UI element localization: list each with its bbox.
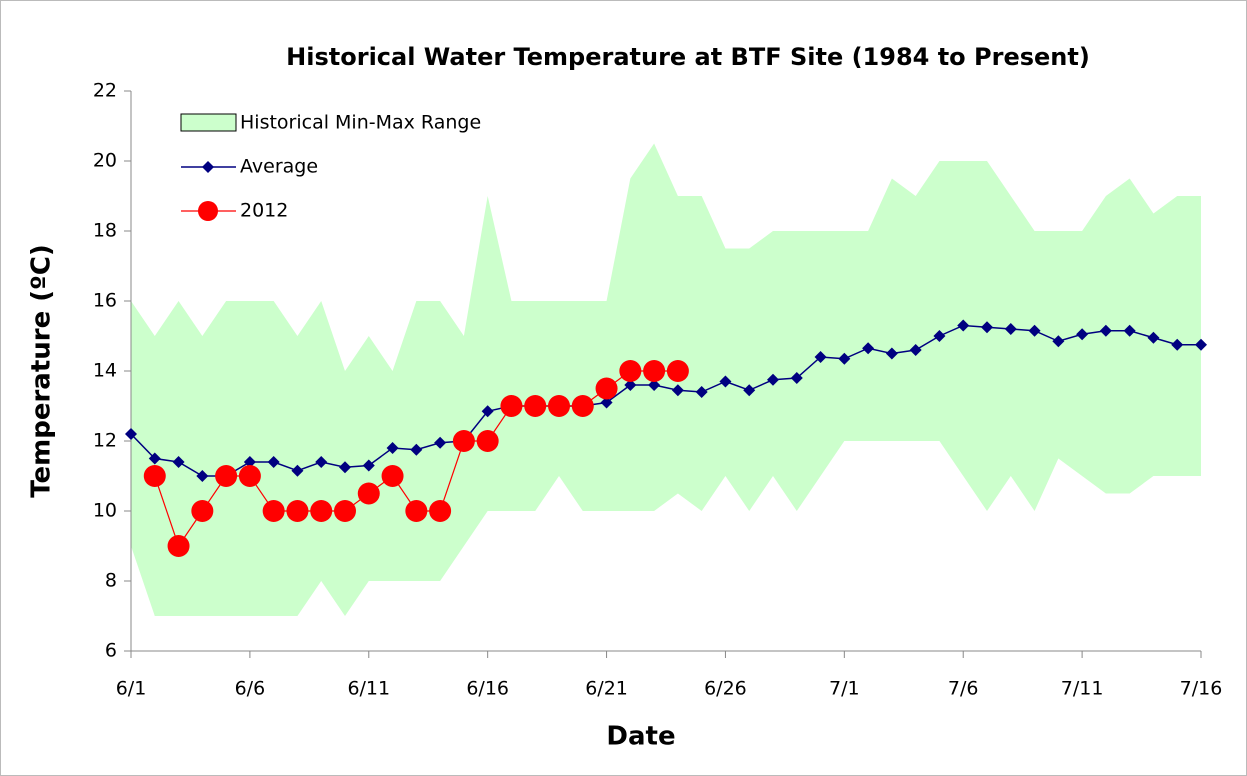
year-marker bbox=[452, 430, 475, 452]
y-tick-label: 12 bbox=[93, 430, 117, 452]
average-marker bbox=[172, 456, 185, 468]
average-marker bbox=[1076, 328, 1089, 341]
x-tick-label: 6/26 bbox=[704, 678, 747, 700]
y-tick-label: 10 bbox=[93, 500, 117, 522]
average-marker bbox=[743, 384, 756, 397]
year-marker bbox=[310, 500, 333, 522]
x-tick-label: 7/6 bbox=[948, 678, 979, 700]
x-tick-label: 6/16 bbox=[466, 678, 509, 700]
average-marker bbox=[933, 330, 946, 342]
average-marker bbox=[267, 456, 280, 468]
legend-swatch bbox=[202, 161, 214, 173]
year-marker bbox=[286, 500, 309, 522]
y-tick-label: 6 bbox=[105, 640, 117, 662]
year-marker bbox=[548, 395, 570, 417]
y-axis-title: Temperature (ºC) bbox=[27, 244, 57, 498]
average-marker bbox=[981, 321, 993, 334]
average-marker bbox=[790, 372, 803, 384]
x-axis-title: Date bbox=[606, 722, 675, 752]
y-tick-label: 8 bbox=[105, 570, 117, 592]
average-marker bbox=[838, 352, 851, 365]
year-marker bbox=[334, 500, 356, 522]
chart-title: Historical Water Temperature at BTF Site… bbox=[286, 43, 1090, 71]
legend-label: Historical Min-Max Range bbox=[240, 112, 481, 134]
average-marker bbox=[196, 470, 209, 482]
average-marker bbox=[291, 464, 304, 477]
average-marker bbox=[648, 379, 661, 391]
average-marker bbox=[315, 456, 328, 468]
average-marker bbox=[1028, 324, 1041, 337]
average-marker bbox=[1004, 323, 1017, 335]
x-tick-label: 6/6 bbox=[235, 678, 266, 700]
y-tick-label: 14 bbox=[93, 360, 117, 382]
year-marker bbox=[595, 377, 618, 400]
year-marker bbox=[619, 360, 642, 382]
average-marker bbox=[148, 452, 161, 465]
legend-swatch bbox=[180, 113, 237, 132]
average-marker bbox=[481, 405, 494, 418]
average-marker bbox=[719, 375, 732, 388]
series-line bbox=[130, 324, 1201, 477]
year-marker bbox=[143, 465, 166, 487]
year-marker bbox=[666, 360, 689, 382]
x-tick-label: 7/1 bbox=[829, 678, 860, 700]
average-marker bbox=[814, 351, 827, 363]
average-marker bbox=[600, 396, 613, 409]
year-marker bbox=[571, 395, 594, 417]
average-marker bbox=[671, 384, 684, 397]
average-marker bbox=[386, 442, 399, 454]
year-marker bbox=[643, 360, 666, 382]
year-marker bbox=[500, 395, 523, 417]
x-tick-label: 6/1 bbox=[116, 678, 147, 700]
average-marker bbox=[957, 319, 970, 332]
average-marker bbox=[909, 344, 922, 356]
y-tick-label: 20 bbox=[93, 150, 117, 172]
average-marker bbox=[624, 379, 637, 391]
year-marker bbox=[381, 465, 404, 487]
average-marker bbox=[125, 428, 137, 440]
y-tick-label: 22 bbox=[93, 80, 117, 102]
average-marker bbox=[339, 461, 351, 474]
average-marker bbox=[1052, 335, 1065, 348]
year-marker bbox=[238, 465, 261, 487]
average-marker bbox=[885, 347, 898, 360]
average-marker bbox=[434, 436, 447, 449]
average-marker bbox=[243, 456, 256, 468]
x-tick-label: 6/11 bbox=[347, 678, 390, 700]
year-marker bbox=[167, 535, 190, 557]
average-marker bbox=[362, 459, 375, 472]
year-marker bbox=[476, 430, 499, 452]
year-marker bbox=[357, 482, 380, 505]
legend-swatch bbox=[198, 201, 218, 221]
range-area bbox=[131, 143, 1201, 616]
average-marker bbox=[410, 443, 423, 456]
year-marker bbox=[262, 500, 285, 522]
x-tick-label: 7/11 bbox=[1061, 678, 1104, 700]
year-marker bbox=[524, 395, 547, 417]
year-marker bbox=[429, 500, 452, 522]
year-marker bbox=[215, 465, 238, 487]
legend-label: 2012 bbox=[240, 200, 288, 222]
x-tick-label: 7/16 bbox=[1180, 678, 1223, 700]
average-marker bbox=[1123, 324, 1136, 337]
year-marker bbox=[405, 500, 428, 522]
year-marker bbox=[191, 500, 214, 522]
average-marker bbox=[1171, 338, 1184, 351]
average-marker bbox=[1195, 338, 1207, 351]
y-tick-label: 16 bbox=[93, 290, 117, 312]
average-marker bbox=[695, 386, 708, 398]
x-tick-label: 6/21 bbox=[585, 678, 628, 700]
average-marker bbox=[1099, 324, 1112, 337]
average-marker bbox=[862, 342, 875, 355]
y-tick-label: 18 bbox=[93, 220, 117, 242]
legend-label: Average bbox=[240, 156, 318, 178]
average-marker bbox=[767, 373, 779, 386]
average-marker bbox=[1147, 331, 1160, 344]
